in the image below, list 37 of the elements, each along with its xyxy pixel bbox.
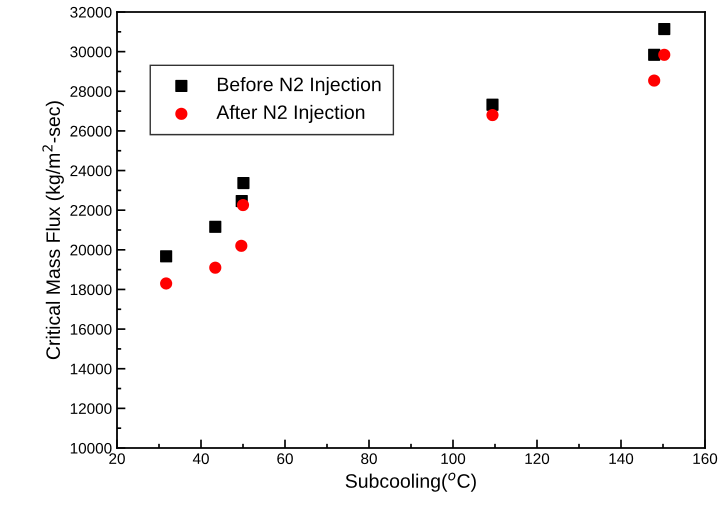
- x-tick-label: 60: [277, 453, 293, 464]
- point: [209, 220, 222, 233]
- point: [486, 98, 499, 111]
- y-tick-label: 28000: [70, 86, 112, 97]
- point: [235, 240, 248, 252]
- point: [237, 176, 250, 190]
- point: [160, 250, 172, 262]
- x-tick-label: 100: [441, 453, 466, 464]
- y-tick-label: 12000: [70, 403, 112, 414]
- y-tick-label: 10000: [70, 442, 112, 454]
- x-tick-label: 40: [192, 453, 209, 464]
- point: [209, 262, 222, 274]
- point: [648, 48, 660, 61]
- point: [648, 74, 660, 87]
- point: [160, 277, 172, 290]
- y-tick-label: 30000: [70, 46, 112, 58]
- x-tick-label: 80: [361, 453, 377, 464]
- point: [658, 48, 670, 61]
- x-tick-label: 120: [525, 453, 550, 464]
- x-tick-label: 160: [693, 453, 718, 464]
- x-axis-title: Subcooling($^{o}$C): [346, 472, 476, 492]
- legend-label: Before N2 Injection: [218, 76, 380, 96]
- x-tick-label: 20: [109, 453, 125, 464]
- y-tick-label: 26000: [70, 126, 112, 137]
- y-tick-label: 20000: [70, 244, 112, 256]
- point: [486, 108, 499, 122]
- y-tick-label: 18000: [70, 284, 112, 296]
- point: [658, 22, 670, 36]
- y-tick-label: 14000: [70, 364, 112, 374]
- x-tick-label: 140: [609, 453, 634, 464]
- y-tick-label: 24000: [70, 165, 112, 176]
- y-axis-title: Critical Mass Flux (kg/m$^{2}$-sec): [42, 101, 64, 360]
- legend-label: After N2 Injection: [216, 104, 364, 123]
- y-tick-label: 22000: [70, 205, 112, 216]
- point: [236, 198, 250, 212]
- y-tick-label: 32000: [70, 6, 112, 18]
- y-tick-label: 16000: [70, 324, 112, 335]
